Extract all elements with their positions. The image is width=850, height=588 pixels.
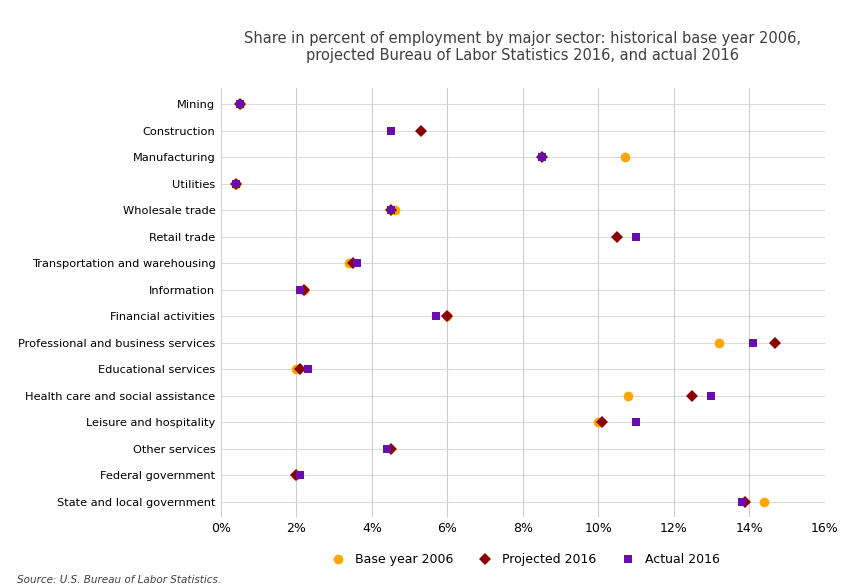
Title: Share in percent of employment by major sector: historical base year 2006,
proje: Share in percent of employment by major … xyxy=(244,31,802,63)
Legend: Base year 2006, Projected 2016, Actual 2016: Base year 2006, Projected 2016, Actual 2… xyxy=(320,548,725,572)
Text: Source: U.S. Bureau of Labor Statistics.: Source: U.S. Bureau of Labor Statistics. xyxy=(17,575,221,585)
